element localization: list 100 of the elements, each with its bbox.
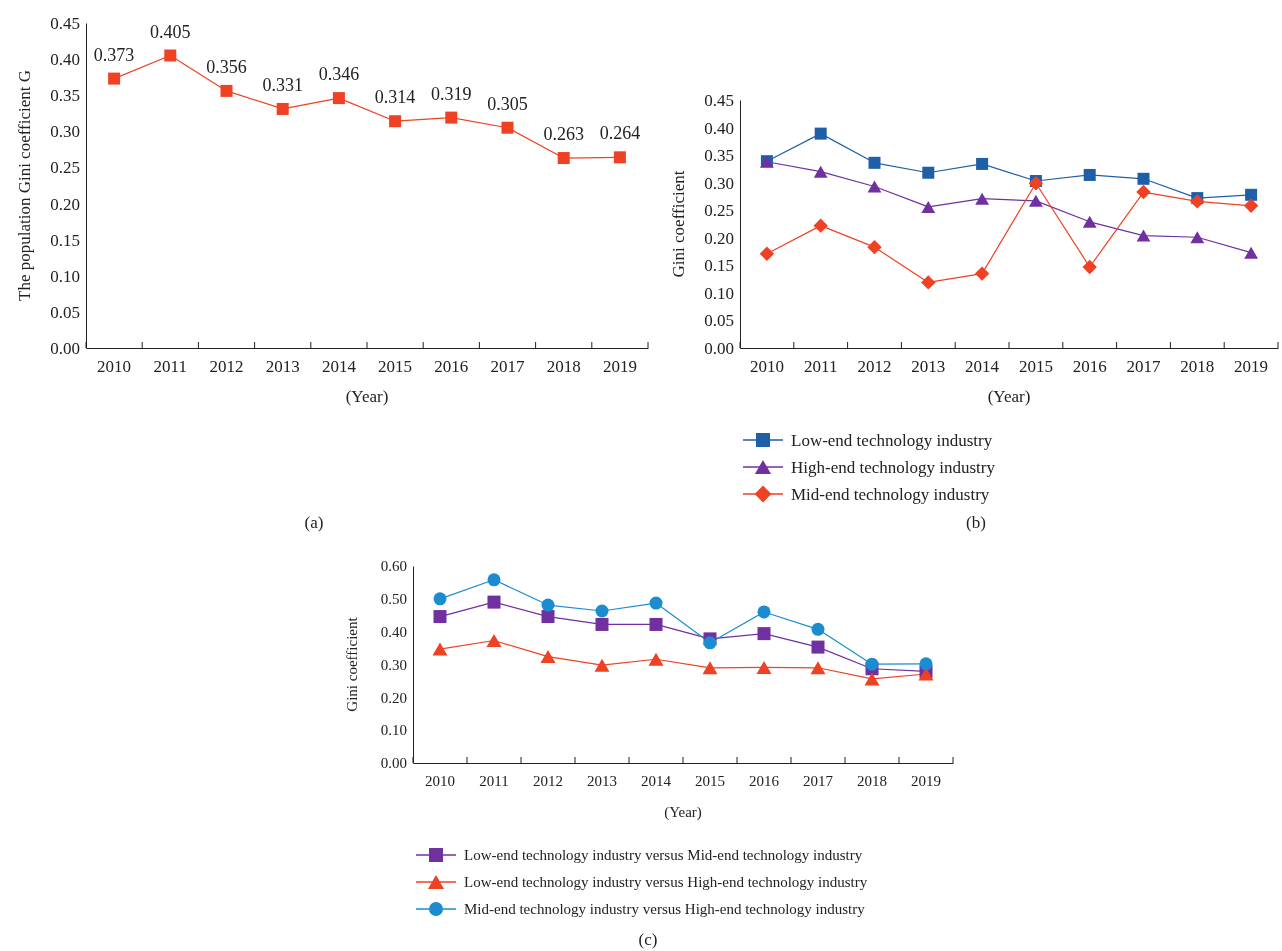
x-tick-label: 2015	[378, 357, 413, 377]
y-tick-label: 0.00	[380, 755, 407, 772]
y-tick-label: 0.20	[704, 228, 734, 248]
x-tick-label: 2014	[965, 357, 1000, 377]
y-tick-label: 0.15	[50, 230, 80, 250]
x-tick-label: 2019	[1234, 357, 1269, 377]
x-tick-label: 2010	[97, 357, 132, 377]
point	[811, 640, 825, 654]
data-label: 0.373	[93, 44, 135, 65]
point	[433, 592, 447, 606]
x-tick-label: 2010	[749, 357, 784, 377]
y-tick-label: 0.15	[704, 256, 734, 276]
legend-label: Low-end technology industry versus High-end technology industry	[464, 874, 868, 891]
y-tick-label: 0.45	[704, 90, 734, 110]
point	[921, 275, 936, 290]
point	[540, 650, 556, 664]
y-tick-label: 0.00	[704, 338, 734, 358]
point	[220, 84, 233, 97]
x-tick-label: 2011	[479, 772, 509, 789]
x-tick-label: 2019	[911, 772, 941, 789]
point	[813, 218, 828, 233]
point	[919, 657, 933, 671]
point	[1137, 172, 1150, 185]
point	[557, 152, 570, 165]
point	[756, 660, 772, 674]
data-label: 0.263	[543, 124, 584, 145]
x-tick-label: 2018	[1180, 357, 1215, 377]
point	[702, 661, 718, 675]
point	[648, 652, 664, 666]
x-tick-label: 2019	[602, 357, 637, 377]
x-tick-label: 2017	[803, 772, 834, 789]
point	[975, 192, 989, 205]
x-tick-label: 2017	[1126, 357, 1161, 377]
point	[1245, 188, 1258, 201]
y-axis-title: Gini coefficient	[669, 170, 688, 278]
y-axis-title: Gini coefficient	[344, 616, 360, 712]
y-tick-label: 0.50	[380, 591, 407, 608]
text: (c)	[638, 930, 658, 949]
x-tick-label: 2014	[641, 772, 672, 789]
point	[810, 661, 826, 675]
point	[1083, 168, 1096, 181]
point	[594, 658, 610, 672]
text: (b)	[966, 513, 986, 532]
y-tick-label: 0.40	[50, 50, 80, 70]
x-tick-label: 2013	[265, 357, 300, 377]
data-label: 0.314	[374, 87, 416, 108]
y-tick-label: 0.30	[380, 656, 407, 673]
point	[1136, 184, 1151, 200]
y-tick-label: 0.40	[380, 623, 407, 640]
point	[1029, 194, 1043, 207]
legend-label: Mid-end technology industry	[791, 484, 990, 504]
legend-label: Low-end technology industry versus Mid-end technology industry	[464, 847, 863, 864]
point	[649, 596, 663, 610]
point	[487, 573, 501, 587]
point	[867, 180, 882, 193]
point	[276, 102, 289, 115]
legend-label: High-end technology industry	[791, 457, 996, 477]
x-tick-label: 2013	[911, 357, 946, 377]
y-tick-label: 0.35	[50, 86, 80, 106]
y-tick-label: 0.20	[380, 689, 407, 706]
point	[1244, 246, 1258, 259]
x-tick-label: 2016	[749, 772, 780, 789]
y-tick-label: 0.00	[50, 338, 80, 358]
x-tick-label: 2012	[857, 357, 892, 377]
y-tick-label: 0.45	[50, 13, 80, 33]
data-label: 0.319	[431, 83, 472, 104]
y-tick-label: 0.25	[704, 201, 734, 221]
y-tick-label: 0.20	[50, 194, 80, 214]
point	[433, 610, 447, 624]
x-tick-label: 2016	[434, 357, 469, 377]
y-tick-label: 0.25	[50, 158, 80, 178]
point	[811, 622, 825, 636]
x-tick-label: 2015	[1018, 357, 1053, 377]
point	[108, 72, 121, 85]
point	[1190, 231, 1205, 244]
x-tick-label: 2014	[321, 357, 357, 377]
point	[814, 127, 827, 140]
point	[332, 92, 345, 105]
point	[445, 111, 458, 124]
y-tick-label: 0.30	[50, 122, 80, 142]
legend-label: Mid-end technology industry versus High-end technology industry	[464, 901, 866, 918]
point	[1082, 259, 1097, 275]
point	[813, 165, 828, 178]
x-axis-title: (Year)	[345, 387, 389, 406]
point	[759, 246, 775, 261]
y-axis-title: The population Gini coefficient G	[15, 69, 34, 302]
data-label: 0.331	[262, 74, 303, 95]
point	[541, 598, 555, 612]
y-tick-label: 0.35	[704, 146, 734, 166]
point	[703, 636, 717, 650]
point	[868, 156, 881, 169]
point	[1190, 194, 1205, 209]
x-tick-label: 2013	[587, 772, 617, 789]
point	[921, 200, 936, 213]
point	[1243, 198, 1259, 214]
x-tick-label: 2016	[1072, 357, 1107, 377]
y-tick-label: 0.30	[704, 173, 734, 193]
x-tick-label: 2011	[153, 357, 187, 377]
y-tick-label: 0.60	[380, 558, 407, 575]
data-label: 0.346	[318, 64, 360, 85]
